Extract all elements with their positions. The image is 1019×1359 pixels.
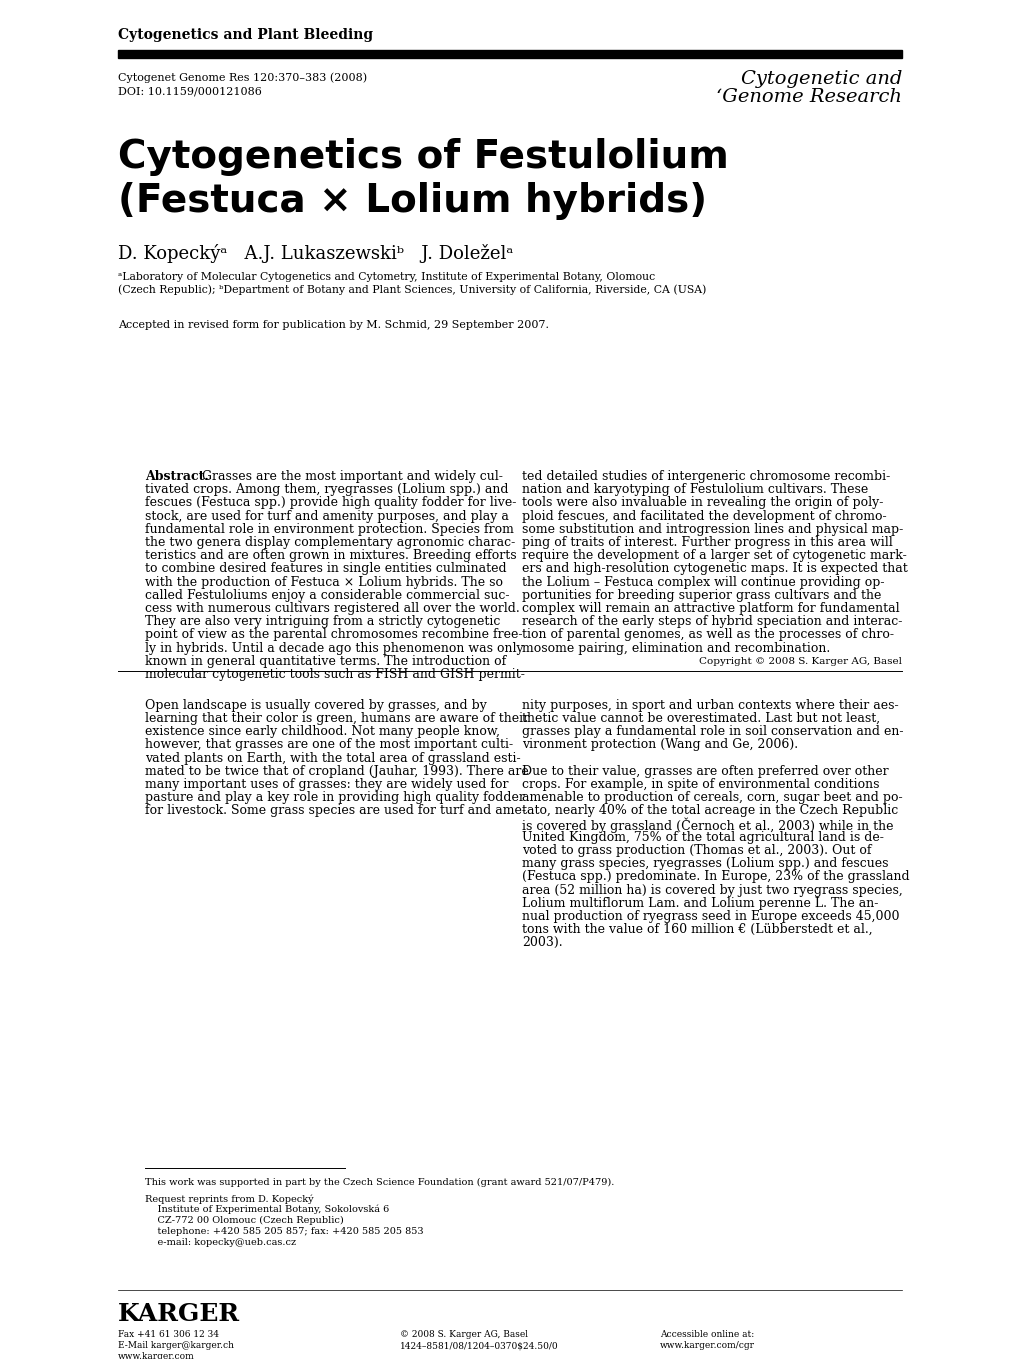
Text: (​Festuca × ​Lolium hybrids): (​Festuca × ​Lolium hybrids) bbox=[118, 182, 706, 220]
Text: fescues (Festuca spp.) provide high quality fodder for live-: fescues (Festuca spp.) provide high qual… bbox=[145, 496, 516, 510]
Text: Abstract.: Abstract. bbox=[145, 470, 209, 482]
Text: molecular cytogenetic tools such as FISH and GISH permit-: molecular cytogenetic tools such as FISH… bbox=[145, 669, 525, 681]
Text: E-Mail karger@karger.ch: E-Mail karger@karger.ch bbox=[118, 1341, 233, 1349]
Text: existence since early childhood. Not many people know,: existence since early childhood. Not man… bbox=[145, 726, 499, 738]
Text: for livestock. Some grass species are used for turf and ame-: for livestock. Some grass species are us… bbox=[145, 805, 526, 817]
Text: tools were also invaluable in revealing the origin of poly-: tools were also invaluable in revealing … bbox=[522, 496, 882, 510]
Text: ted detailed studies of intergeneric chromosome recombi-: ted detailed studies of intergeneric chr… bbox=[522, 470, 890, 482]
Text: Request reprints from D. Kopecký: Request reprints from D. Kopecký bbox=[145, 1195, 313, 1204]
Text: This work was supported in part by the Czech Science Foundation (grant award 521: This work was supported in part by the C… bbox=[145, 1178, 613, 1188]
Text: to combine desired features in single entities culminated: to combine desired features in single en… bbox=[145, 563, 506, 575]
Bar bbox=[118, 50, 901, 58]
Text: Open landscape is usually covered by grasses, and by: Open landscape is usually covered by gra… bbox=[145, 699, 486, 712]
Text: with the production of Festuca × Lolium hybrids. The so: with the production of Festuca × Lolium … bbox=[145, 576, 502, 588]
Text: many grass species, ryegrasses (Lolium spp.) and fescues: many grass species, ryegrasses (Lolium s… bbox=[522, 858, 888, 870]
Text: www.karger.com/cgr: www.karger.com/cgr bbox=[659, 1341, 754, 1349]
Text: complex will remain an attractive platform for fundamental: complex will remain an attractive platfo… bbox=[522, 602, 899, 616]
Text: the two genera display complementary agronomic charac-: the two genera display complementary agr… bbox=[145, 535, 515, 549]
Text: Accessible online at:: Accessible online at: bbox=[659, 1330, 753, 1339]
Text: point of view as the parental chromosomes recombine free-: point of view as the parental chromosome… bbox=[145, 628, 522, 641]
Text: stock, are used for turf and amenity purposes, and play a: stock, are used for turf and amenity pur… bbox=[145, 510, 508, 523]
Text: called Festuloliums enjoy a considerable commercial suc-: called Festuloliums enjoy a considerable… bbox=[145, 588, 509, 602]
Text: voted to grass production (Thomas et al., 2003). Out of: voted to grass production (Thomas et al.… bbox=[522, 844, 870, 858]
Text: Grasses are the most important and widely cul-: Grasses are the most important and widel… bbox=[202, 470, 502, 482]
Text: thetic value cannot be overestimated. Last but not least,: thetic value cannot be overestimated. La… bbox=[522, 712, 879, 724]
Text: area (52 million ha) is covered by just two ryegrass species,: area (52 million ha) is covered by just … bbox=[522, 883, 902, 897]
Text: nation and karyotyping of Festulolium cultivars. These: nation and karyotyping of Festulolium cu… bbox=[522, 484, 867, 496]
Text: tons with the value of 160 million € (Lübberstedt et al.,: tons with the value of 160 million € (Lü… bbox=[522, 923, 872, 936]
Text: mated to be twice that of cropland (Jauhar, 1993). There are: mated to be twice that of cropland (Jauh… bbox=[145, 765, 528, 777]
Text: tion of parental genomes, as well as the processes of chro-: tion of parental genomes, as well as the… bbox=[522, 628, 893, 641]
Text: Lolium multiflorum Lam. and Lolium perenne L. The an-: Lolium multiflorum Lam. and Lolium peren… bbox=[522, 897, 877, 909]
Text: Cytogenetic and: Cytogenetic and bbox=[740, 71, 901, 88]
Text: United Kingdom, 75% of the total agricultural land is de-: United Kingdom, 75% of the total agricul… bbox=[522, 830, 883, 844]
Text: require the development of a larger set of cytogenetic mark-: require the development of a larger set … bbox=[522, 549, 906, 563]
Text: pasture and play a key role in providing high quality fodder: pasture and play a key role in providing… bbox=[145, 791, 525, 805]
Text: www.karger.com: www.karger.com bbox=[118, 1352, 195, 1359]
Text: © 2008 S. Karger AG, Basel: © 2008 S. Karger AG, Basel bbox=[399, 1330, 528, 1339]
Text: nual production of ryegrass seed in Europe exceeds 45,000: nual production of ryegrass seed in Euro… bbox=[522, 911, 899, 923]
Text: mosome pairing, elimination and recombination.: mosome pairing, elimination and recombin… bbox=[522, 641, 829, 655]
Text: vated plants on Earth, with the total area of grassland esti-: vated plants on Earth, with the total ar… bbox=[145, 752, 520, 765]
Text: telephone: +420 585 205 857; fax: +420 585 205 853: telephone: +420 585 205 857; fax: +420 5… bbox=[145, 1227, 423, 1235]
Text: tivated crops. Among them, ryegrasses (Lolium spp.) and: tivated crops. Among them, ryegrasses (L… bbox=[145, 484, 508, 496]
Text: amenable to production of cereals, corn, sugar beet and po-: amenable to production of cereals, corn,… bbox=[522, 791, 902, 805]
Text: nity purposes, in sport and urban contexts where their aes-: nity purposes, in sport and urban contex… bbox=[522, 699, 898, 712]
Text: ers and high-resolution cytogenetic maps. It is expected that: ers and high-resolution cytogenetic maps… bbox=[522, 563, 907, 575]
Text: Institute of Experimental Botany, Sokolovská 6: Institute of Experimental Botany, Sokolo… bbox=[145, 1205, 389, 1215]
Text: teristics and are often grown in mixtures. Breeding efforts: teristics and are often grown in mixture… bbox=[145, 549, 516, 563]
Text: (Czech Republic); ᵇDepartment of Botany and Plant Sciences, University of Califo: (Czech Republic); ᵇDepartment of Botany … bbox=[118, 284, 706, 295]
Text: Cytogenet Genome Res 120:370–383 (2008): Cytogenet Genome Res 120:370–383 (2008) bbox=[118, 72, 367, 83]
Text: CZ-772 00 Olomouc (Czech Republic): CZ-772 00 Olomouc (Czech Republic) bbox=[145, 1216, 343, 1224]
Text: ploid fescues, and facilitated the development of chromo-: ploid fescues, and facilitated the devel… bbox=[522, 510, 886, 523]
Text: 1424–8581/08/1204–0370$24.50/0: 1424–8581/08/1204–0370$24.50/0 bbox=[399, 1341, 558, 1349]
Text: 2003).: 2003). bbox=[522, 936, 562, 950]
Text: D. Kopeckýᵃ   A.J. Lukaszewskiᵇ   J. Doleželᵃ: D. Kopeckýᵃ A.J. Lukaszewskiᵇ J. Doležel… bbox=[118, 245, 513, 264]
Text: vironment protection (Wang and Ge, 2006).: vironment protection (Wang and Ge, 2006)… bbox=[522, 738, 797, 752]
Text: ping of traits of interest. Further progress in this area will: ping of traits of interest. Further prog… bbox=[522, 535, 892, 549]
Text: They are also very intriguing from a strictly cytogenetic: They are also very intriguing from a str… bbox=[145, 616, 500, 628]
Text: (Festuca spp.) predominate. In Europe, 23% of the grassland: (Festuca spp.) predominate. In Europe, 2… bbox=[522, 870, 909, 883]
Text: Cytogenetics of Festulolium: Cytogenetics of Festulolium bbox=[118, 139, 729, 177]
Text: Fax +41 61 306 12 34: Fax +41 61 306 12 34 bbox=[118, 1330, 219, 1339]
Text: crops. For example, in spite of environmental conditions: crops. For example, in spite of environm… bbox=[522, 777, 878, 791]
Text: ‘Genome Research: ‘Genome Research bbox=[715, 88, 901, 106]
Text: Copyright © 2008 S. Karger AG, Basel: Copyright © 2008 S. Karger AG, Basel bbox=[698, 656, 901, 666]
Text: known in general quantitative terms. The introduction of: known in general quantitative terms. The… bbox=[145, 655, 505, 667]
Text: learning that their color is green, humans are aware of their: learning that their color is green, huma… bbox=[145, 712, 529, 724]
Text: DOI: 10.1159/000121086: DOI: 10.1159/000121086 bbox=[118, 86, 262, 96]
Text: grasses play a fundamental role in soil conservation and en-: grasses play a fundamental role in soil … bbox=[522, 726, 903, 738]
Text: the Lolium – Festuca complex will continue providing op-: the Lolium – Festuca complex will contin… bbox=[522, 576, 883, 588]
Text: however, that grasses are one of the most important culti-: however, that grasses are one of the mos… bbox=[145, 738, 513, 752]
Text: tato, nearly 40% of the total acreage in the Czech Republic: tato, nearly 40% of the total acreage in… bbox=[522, 805, 898, 817]
Text: KARGER: KARGER bbox=[118, 1302, 239, 1326]
Text: research of the early steps of hybrid speciation and interac-: research of the early steps of hybrid sp… bbox=[522, 616, 902, 628]
Text: some substitution and introgression lines and physical map-: some substitution and introgression line… bbox=[522, 523, 903, 535]
Text: fundamental role in environment protection. Species from: fundamental role in environment protecti… bbox=[145, 523, 514, 535]
Text: portunities for breeding superior grass cultivars and the: portunities for breeding superior grass … bbox=[522, 588, 880, 602]
Text: many important uses of grasses: they are widely used for: many important uses of grasses: they are… bbox=[145, 777, 508, 791]
Text: is covered by grassland (Černoch et al., 2003) while in the: is covered by grassland (Černoch et al.,… bbox=[522, 818, 893, 833]
Text: Due to their value, grasses are often preferred over other: Due to their value, grasses are often pr… bbox=[522, 765, 888, 777]
Text: Cytogenetics and Plant Bleeding: Cytogenetics and Plant Bleeding bbox=[118, 29, 373, 42]
Text: Accepted in revised form for publication by M. Schmid, 29 September 2007.: Accepted in revised form for publication… bbox=[118, 319, 548, 330]
Text: ly in hybrids. Until a decade ago this phenomenon was only: ly in hybrids. Until a decade ago this p… bbox=[145, 641, 523, 655]
Text: ᵃLaboratory of Molecular Cytogenetics and Cytometry, Institute of Experimental B: ᵃLaboratory of Molecular Cytogenetics an… bbox=[118, 272, 654, 283]
Text: cess with numerous cultivars registered all over the world.: cess with numerous cultivars registered … bbox=[145, 602, 520, 616]
Text: e-mail: kopecky@ueb.cas.cz: e-mail: kopecky@ueb.cas.cz bbox=[145, 1238, 296, 1248]
